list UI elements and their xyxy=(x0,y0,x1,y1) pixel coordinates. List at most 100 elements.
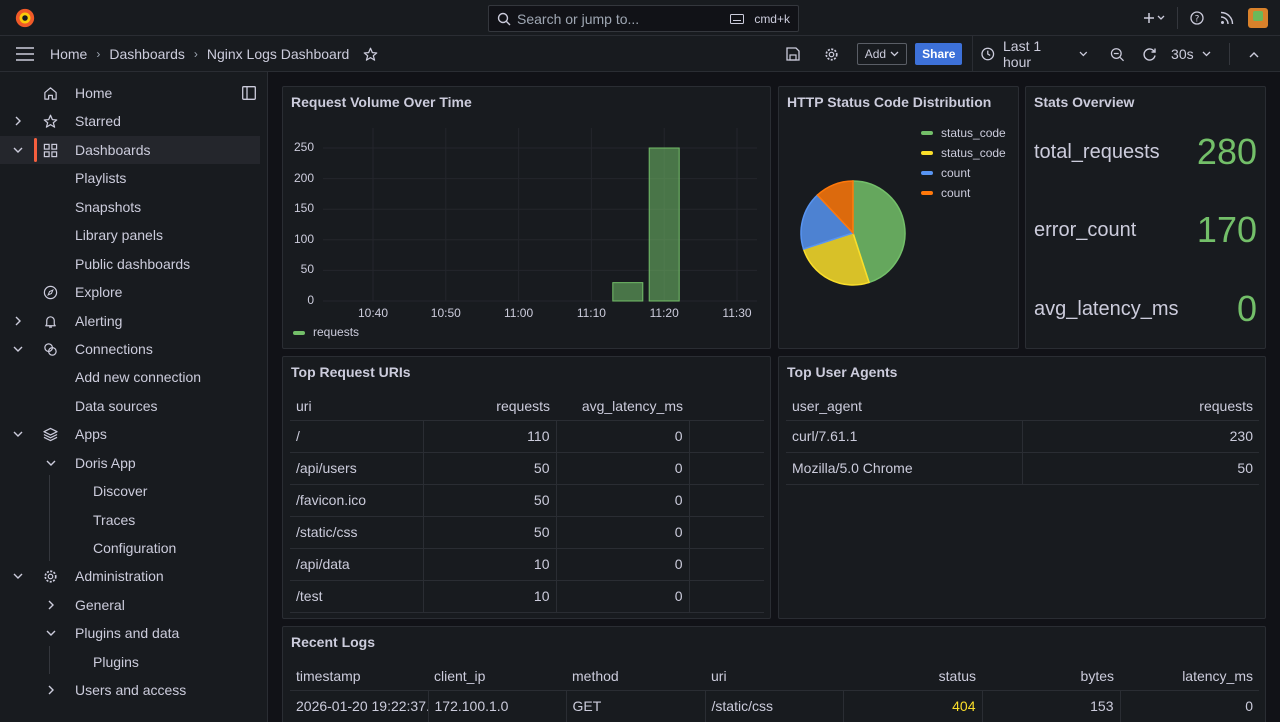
user-avatar[interactable] xyxy=(1248,8,1268,28)
pie-slice[interactable] xyxy=(802,232,871,286)
sidebar-item-administration[interactable]: Administration xyxy=(0,562,260,590)
panel-title: Top Request URIs xyxy=(291,364,411,380)
table-cell: 110 xyxy=(422,420,556,453)
chevron-right-icon[interactable] xyxy=(45,599,57,611)
grafana-logo-icon[interactable] xyxy=(14,7,36,29)
legend-item[interactable]: status_code xyxy=(921,143,1006,163)
zoom-out-icon[interactable] xyxy=(1110,47,1125,62)
dashboards-grid-icon xyxy=(42,142,58,158)
save-dashboard-button[interactable] xyxy=(780,41,805,67)
sidebar-item-explore[interactable]: Explore xyxy=(0,278,260,306)
sidebar-item-playlists[interactable]: Playlists xyxy=(0,164,260,192)
sidebar-item-apps[interactable]: Apps xyxy=(0,420,260,448)
bar[interactable] xyxy=(612,282,644,302)
pie-slice[interactable] xyxy=(800,194,855,251)
panel-request-volume[interactable]: Request Volume Over Time 0 50 100 150 200 250… xyxy=(282,86,771,349)
sidebar-item-users-and-access[interactable]: Users and access xyxy=(0,676,260,704)
sidebar-item-public-dashboards[interactable]: Public dashboards xyxy=(0,250,260,278)
refresh-interval: 30s xyxy=(1171,46,1194,62)
legend-label: requests xyxy=(313,325,360,339)
chevron-down-icon[interactable] xyxy=(12,428,24,440)
column-header-empty xyxy=(689,392,764,421)
panel-status-distribution[interactable]: HTTP Status Code Distribution status_cod… xyxy=(778,86,1019,349)
refresh-picker[interactable]: 30s xyxy=(1142,46,1211,62)
sidebar-item-plugins[interactable]: Plugins xyxy=(0,648,260,676)
collapse-header-button[interactable] xyxy=(1242,41,1267,67)
sidebar-item-home[interactable]: Home xyxy=(0,79,260,107)
chevron-down-icon[interactable] xyxy=(45,627,57,639)
pie-slice[interactable] xyxy=(852,180,906,284)
breadcrumb-home[interactable]: Home xyxy=(50,46,88,62)
search-placeholder: Search or jump to... xyxy=(517,10,640,27)
sidebar-item-dashboards[interactable]: Dashboards xyxy=(0,136,260,164)
table-cell: 2026-01-20 19:22:37.0 xyxy=(290,690,428,722)
column-header[interactable]: uri xyxy=(705,662,843,691)
column-header[interactable]: latency_ms xyxy=(1120,662,1259,691)
sidebar-item-configuration[interactable]: Configuration xyxy=(0,534,260,562)
chart-legend[interactable]: requests xyxy=(293,325,359,339)
bar[interactable] xyxy=(648,147,680,302)
column-header[interactable]: client_ip xyxy=(428,662,566,691)
column-header[interactable]: timestamp xyxy=(290,662,428,691)
x-tick-label: 11:20 xyxy=(649,306,679,320)
add-button[interactable]: Add xyxy=(856,43,908,65)
status-pie-chart xyxy=(800,180,906,286)
time-range-picker[interactable]: Last 1 hour xyxy=(972,36,1132,72)
breadcrumb-dashboards[interactable]: Dashboards xyxy=(109,46,185,62)
sidebar-item-connections[interactable]: Connections xyxy=(0,335,260,363)
legend-label: status_code xyxy=(941,126,1006,140)
chevron-right-icon[interactable] xyxy=(12,115,24,127)
legend-item[interactable]: status_code xyxy=(921,123,1006,143)
sidebar-item-general[interactable]: General xyxy=(0,591,260,619)
menu-icon[interactable] xyxy=(16,47,34,61)
dashboard-settings-button[interactable] xyxy=(818,41,843,67)
column-header[interactable]: avg_latency_ms xyxy=(556,392,689,421)
sidebar-item-data-sources[interactable]: Data sources xyxy=(0,392,260,420)
sidebar-item-add-new-connection[interactable]: Add new connection xyxy=(0,363,260,391)
chevron-right-icon[interactable] xyxy=(45,684,57,696)
star-icon[interactable] xyxy=(363,47,378,62)
column-header[interactable]: status xyxy=(843,662,982,691)
column-header[interactable]: user_agent xyxy=(786,392,1022,421)
chevron-down-icon[interactable] xyxy=(12,343,24,355)
column-header[interactable]: requests xyxy=(1022,392,1259,421)
sidebar-item-traces[interactable]: Traces xyxy=(0,506,260,534)
breadcrumb: Home › Dashboards › Nginx Logs Dashboard xyxy=(50,36,378,72)
help-icon[interactable]: ? xyxy=(1182,0,1212,36)
search-input[interactable]: Search or jump to... cmd+k xyxy=(488,5,799,32)
column-header[interactable]: bytes xyxy=(982,662,1120,691)
news-feed-icon[interactable] xyxy=(1212,0,1242,36)
sidebar-item-plugins-and-data[interactable]: Plugins and data xyxy=(0,619,260,647)
sidebar-item-starred[interactable]: Starred xyxy=(0,107,260,135)
column-header[interactable]: method xyxy=(566,662,705,691)
legend-item[interactable]: count xyxy=(921,163,1006,183)
chevron-down-icon[interactable] xyxy=(12,144,24,156)
tree-line xyxy=(49,646,50,674)
search-icon xyxy=(497,12,511,25)
dashboard-nav-bar: Home › Dashboards › Nginx Logs Dashboard… xyxy=(0,36,1280,72)
sidebar-item-label: Discover xyxy=(93,483,148,499)
new-plus-icon[interactable] xyxy=(1137,0,1173,36)
column-header[interactable]: requests xyxy=(423,392,556,421)
column-header[interactable]: uri xyxy=(290,392,423,421)
sidebar-item-snapshots[interactable]: Snapshots xyxy=(0,193,260,221)
chevron-down-icon[interactable] xyxy=(45,457,57,469)
sidebar-item-library-panels[interactable]: Library panels xyxy=(0,221,260,249)
stat-value: 0 xyxy=(1236,288,1257,329)
sidebar-item-doris-app[interactable]: Doris App xyxy=(0,449,260,477)
chevron-right-icon[interactable] xyxy=(12,315,24,327)
legend-item[interactable]: count xyxy=(921,183,1006,203)
sidebar-item-alerting[interactable]: Alerting xyxy=(0,307,260,335)
panel-recent-logs[interactable]: Recent Logs timestamp client_ip method u… xyxy=(282,626,1266,722)
panel-top-user-agents[interactable]: Top User Agents user_agent requests curl… xyxy=(778,356,1266,619)
share-button[interactable]: Share xyxy=(915,43,963,65)
sidebar-item-label: Add new connection xyxy=(75,369,202,385)
sidebar-item-label: Playlists xyxy=(75,170,127,186)
chevron-down-icon[interactable] xyxy=(12,570,24,582)
panel-top-uris[interactable]: Top Request URIs uri requests avg_latenc… xyxy=(282,356,771,619)
pie-slice[interactable] xyxy=(816,180,854,235)
table-cell: curl/7.61.1 xyxy=(786,420,1022,453)
dock-menu-icon[interactable] xyxy=(242,86,256,100)
sidebar-item-discover[interactable]: Discover xyxy=(0,477,260,505)
panel-stats-overview[interactable]: Stats Overview total_requests 280 error_… xyxy=(1025,86,1266,349)
